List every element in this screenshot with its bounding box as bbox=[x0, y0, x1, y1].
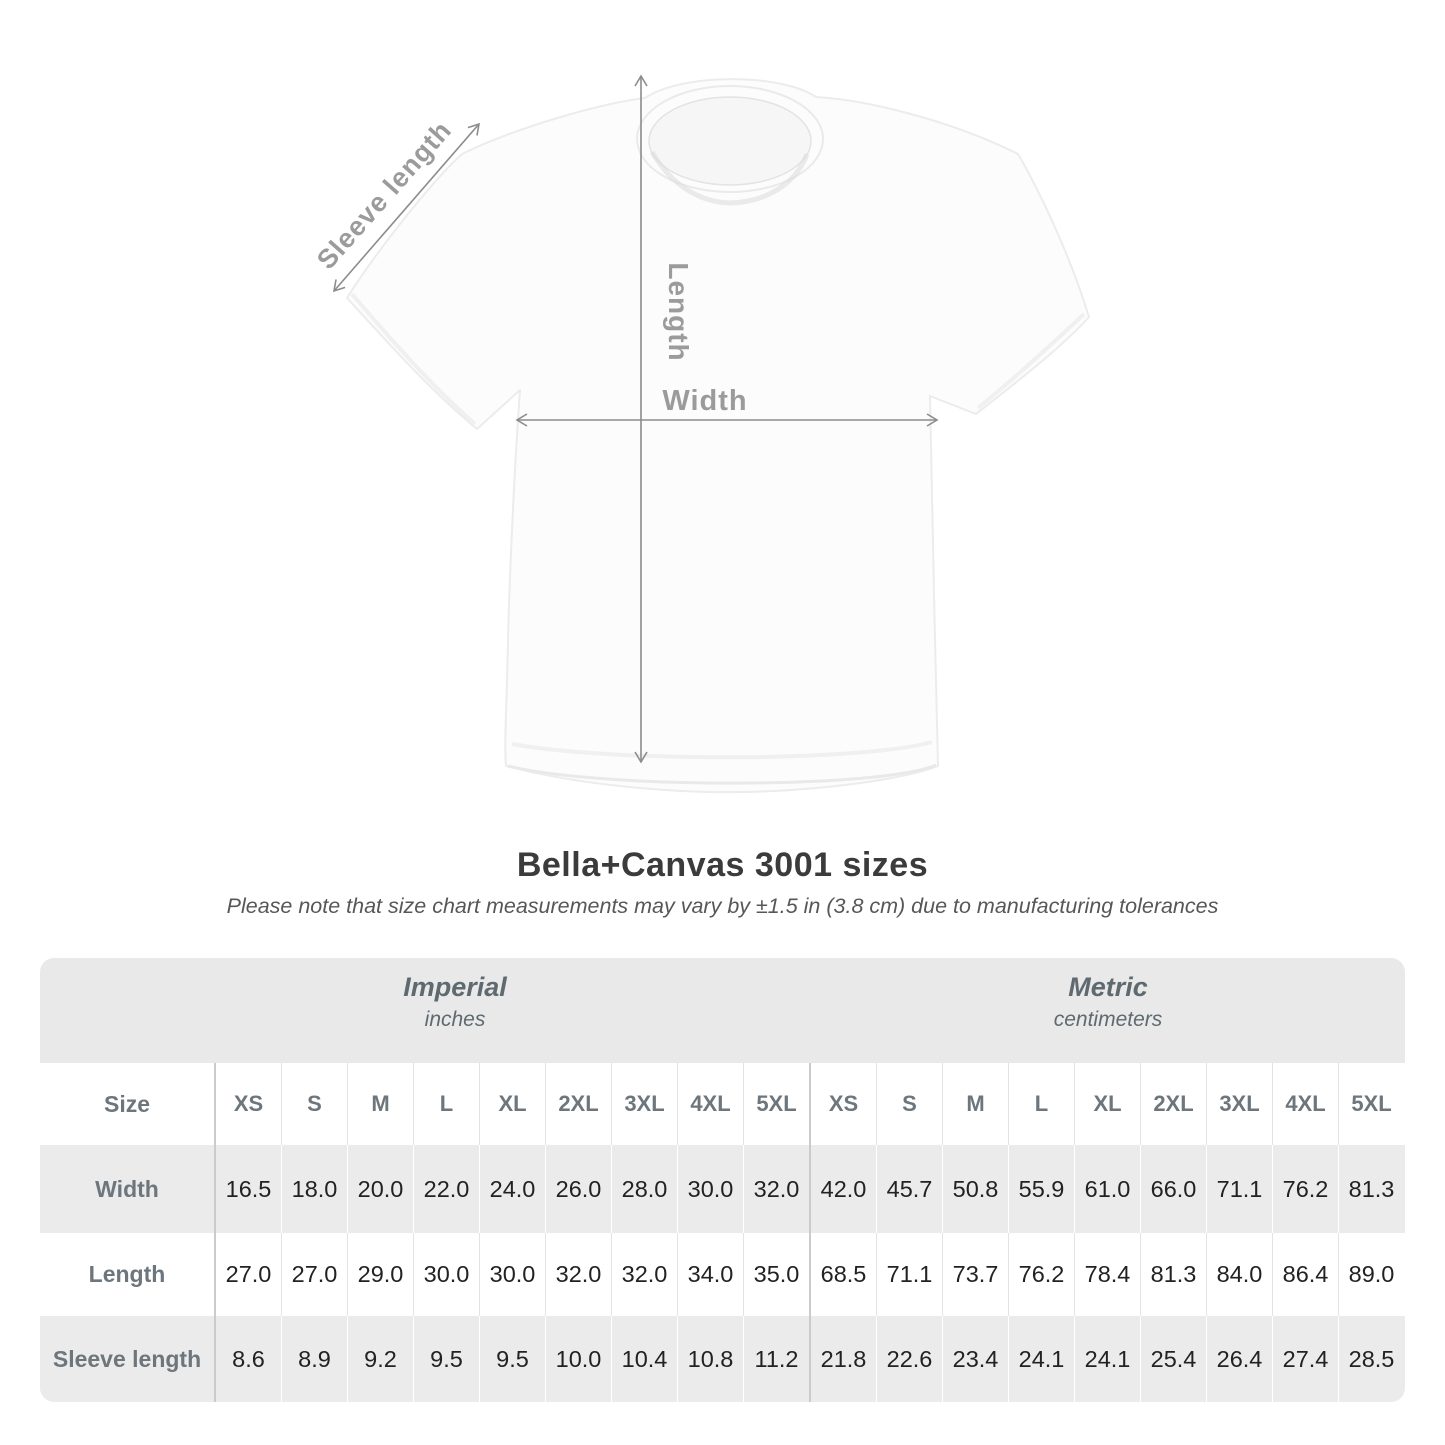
size-value-cell: 32.0 bbox=[546, 1233, 612, 1316]
size-value-cell: 21.8 bbox=[811, 1316, 877, 1402]
table-row: Width 16.5 18.0 20.0 22.0 24.0 26.0 28.0 30.0 32.… bbox=[40, 1145, 1405, 1233]
sleeve-arrow bbox=[332, 122, 481, 293]
size-value-cell: 25.4 bbox=[1141, 1316, 1207, 1402]
size-value-cell: 78.4 bbox=[1075, 1233, 1141, 1316]
tshirt-photo bbox=[346, 78, 1090, 794]
size-value-cell: 55.9 bbox=[1009, 1145, 1075, 1233]
size-value-cell: 8.6 bbox=[216, 1316, 282, 1402]
size-table: Size XS S M L XL 2XL 3XL 4XL 5XL XS S M L XL 2XL 3XL 4XL 5… bbox=[40, 1063, 1405, 1402]
size-value-cell: 76.2 bbox=[1009, 1233, 1075, 1316]
size-value-cell: 35.0 bbox=[744, 1233, 811, 1316]
size-value-cell: 29.0 bbox=[348, 1233, 414, 1316]
imperial-group-header: Imperial inches bbox=[403, 969, 507, 1035]
size-value-cell: 32.0 bbox=[744, 1145, 811, 1233]
size-value-cell: 28.5 bbox=[1348, 1345, 1395, 1372]
size-value-cell: 30.0 bbox=[678, 1145, 744, 1233]
size-value-cell: 71.1 bbox=[1207, 1145, 1273, 1233]
size-header-cell: XL bbox=[1075, 1063, 1141, 1145]
size-value-cell: 11.2 bbox=[744, 1316, 811, 1402]
size-value-cell: 27.0 bbox=[216, 1233, 282, 1316]
size-header-cell: M bbox=[943, 1063, 1009, 1145]
measurement-arrows bbox=[332, 74, 939, 764]
size-header-cell: L bbox=[414, 1063, 480, 1145]
size-header-cell: 3XL bbox=[1207, 1063, 1273, 1145]
size-value-cell: 20.0 bbox=[348, 1145, 414, 1233]
size-header-cell: M bbox=[348, 1063, 414, 1145]
size-header-cell: XS bbox=[811, 1063, 877, 1145]
size-value-cell: 30.0 bbox=[414, 1233, 480, 1316]
size-value-cell: 86.4 bbox=[1273, 1233, 1339, 1316]
size-value-cell: 26.4 bbox=[1207, 1316, 1273, 1402]
size-value-cell: 24.0 bbox=[480, 1145, 546, 1233]
page-subtitle: Please note that size chart measurements… bbox=[226, 894, 1219, 918]
size-value-cell: 66.0 bbox=[1141, 1145, 1207, 1233]
size-value-cell: 24.1 bbox=[1075, 1316, 1141, 1402]
size-value-cell: 34.0 bbox=[678, 1233, 744, 1316]
page-title: Bella+Canvas 3001 sizes bbox=[516, 846, 929, 884]
size-header-cell: 2XL bbox=[1141, 1063, 1207, 1145]
size-header-cell: 5XL bbox=[744, 1063, 811, 1145]
size-value-cell: 22.6 bbox=[877, 1316, 943, 1402]
table-row: Sleeve length 8.6 8.9 9.2 9.5 9.5 10.0 10.4 10.8… bbox=[40, 1316, 1405, 1402]
size-value-cell: 89.0 bbox=[1348, 1261, 1395, 1287]
size-value-cell: 8.9 bbox=[282, 1316, 348, 1402]
row-label: Width bbox=[40, 1145, 216, 1233]
size-value-cell: 32.0 bbox=[612, 1233, 678, 1316]
size-value-cell: 9.5 bbox=[480, 1316, 546, 1402]
metric-label: Metric bbox=[1068, 972, 1148, 1002]
size-value-cell: 24.1 bbox=[1009, 1316, 1075, 1402]
size-header-cell: 4XL bbox=[678, 1063, 744, 1145]
size-value-cell: 30.0 bbox=[480, 1233, 546, 1316]
size-value-cell: 26.0 bbox=[546, 1145, 612, 1233]
size-header-cell: S bbox=[877, 1063, 943, 1145]
metric-group-header: Metric centimeters bbox=[1054, 969, 1163, 1035]
size-value-cell: 27.0 bbox=[282, 1233, 348, 1316]
row-label: Length bbox=[40, 1233, 216, 1316]
size-value-cell: 18.0 bbox=[282, 1145, 348, 1233]
size-value-cell: 76.2 bbox=[1273, 1145, 1339, 1233]
size-value-cell: 42.0 bbox=[811, 1145, 877, 1233]
size-header-cell: L bbox=[1009, 1063, 1075, 1145]
size-value-cell: 71.1 bbox=[877, 1233, 943, 1316]
size-header-cell: XS bbox=[216, 1063, 282, 1145]
size-value-cell: 9.5 bbox=[414, 1316, 480, 1402]
size-value-cell: 81.3 bbox=[1348, 1175, 1395, 1202]
size-value-cell: 61.0 bbox=[1075, 1145, 1141, 1233]
imperial-unit-label: inches bbox=[424, 1008, 486, 1031]
size-value-cell: 10.8 bbox=[678, 1316, 744, 1402]
size-value-cell: 45.7 bbox=[877, 1145, 943, 1233]
size-value-cell: 10.0 bbox=[546, 1316, 612, 1402]
size-value-cell: 27.4 bbox=[1273, 1316, 1339, 1402]
size-value-cell: 68.5 bbox=[811, 1233, 877, 1316]
row-label: Sleeve length bbox=[40, 1316, 216, 1402]
size-value-cell: 81.3 bbox=[1141, 1233, 1207, 1316]
size-value-cell: 50.8 bbox=[943, 1145, 1009, 1233]
size-value-cell: 84.0 bbox=[1207, 1233, 1273, 1316]
size-value-cell: 23.4 bbox=[943, 1316, 1009, 1402]
table-row: Size XS S M L XL 2XL 3XL 4XL 5XL XS S M L XL 2XL 3XL 4XL 5… bbox=[40, 1063, 1405, 1145]
imperial-label: Imperial bbox=[403, 972, 507, 1002]
unit-header-band: Imperial inches Metric centimeters bbox=[40, 958, 1405, 1063]
length-label: Length bbox=[663, 262, 694, 361]
table-row: Length 27.0 27.0 29.0 30.0 30.0 32.0 32.0 34.0 35… bbox=[40, 1233, 1405, 1316]
size-header-cell: 3XL bbox=[612, 1063, 678, 1145]
size-value-cell: 73.7 bbox=[943, 1233, 1009, 1316]
size-value-cell: 9.2 bbox=[348, 1316, 414, 1402]
size-value-cell: 16.5 bbox=[216, 1145, 282, 1233]
size-header-cell: 4XL bbox=[1273, 1063, 1339, 1145]
size-value-cell: 22.0 bbox=[414, 1145, 480, 1233]
metric-unit-label: centimeters bbox=[1053, 1008, 1163, 1031]
size-value-cell: 10.4 bbox=[612, 1316, 678, 1402]
size-header-cell: 2XL bbox=[546, 1063, 612, 1145]
width-label: Width bbox=[662, 385, 747, 417]
size-header-cell: S bbox=[282, 1063, 348, 1145]
size-header-cell: XL bbox=[480, 1063, 546, 1145]
size-header-cell: 5XL bbox=[1351, 1091, 1392, 1116]
size-column-header: Size bbox=[40, 1063, 216, 1145]
tshirt-diagram: Sleeve length Length Width bbox=[311, 74, 1090, 794]
size-value-cell: 28.0 bbox=[612, 1145, 678, 1233]
